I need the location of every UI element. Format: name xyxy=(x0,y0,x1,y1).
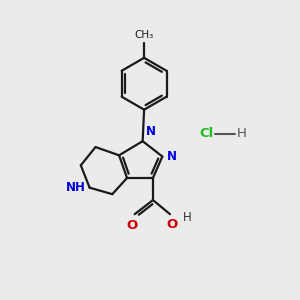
Text: Cl: Cl xyxy=(199,127,213,140)
Text: O: O xyxy=(127,219,138,232)
Text: CH₃: CH₃ xyxy=(134,31,154,40)
Text: N: N xyxy=(146,124,156,138)
Text: NH: NH xyxy=(66,181,86,194)
Text: H: H xyxy=(237,127,247,140)
Text: O: O xyxy=(167,218,178,231)
Text: H: H xyxy=(182,211,191,224)
Text: N: N xyxy=(167,150,176,163)
